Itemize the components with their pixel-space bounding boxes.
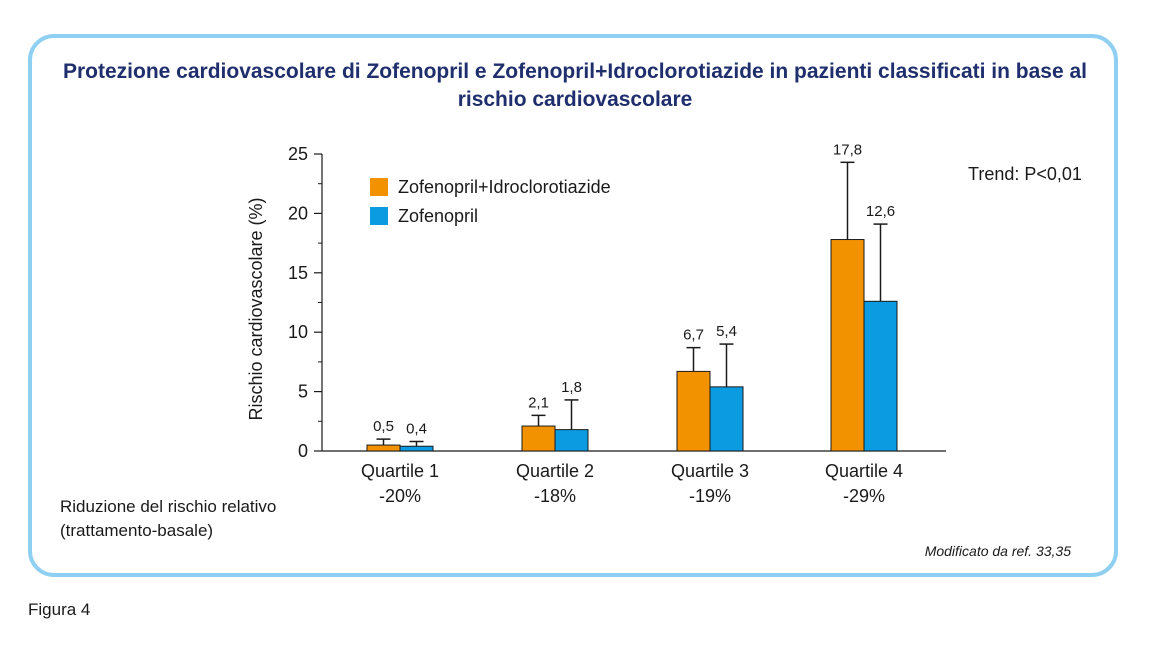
- trend-annotation: Trend: P<0,01: [968, 164, 1082, 184]
- bar-zofenopril-q1: [399, 445, 434, 452]
- bar-value-label: 6,7: [683, 327, 704, 344]
- legend-swatch: [370, 178, 388, 196]
- bar-zofenopril-q2: [554, 429, 589, 452]
- legend-label: Zofenopril+Idroclorotiazide: [398, 177, 611, 197]
- category-sublabel: -18%: [534, 486, 576, 506]
- bar-value-label: 12,6: [866, 203, 895, 220]
- bar-zofenopril-hctz-q2: [521, 425, 556, 452]
- category-sublabel: -20%: [379, 486, 421, 506]
- bar-zofenopril-hctz-q3: [676, 370, 711, 452]
- source-note: Modificato da ref. 33,35: [924, 543, 1071, 559]
- bar-zofenopril-hctz-q4: [830, 239, 865, 452]
- bar-value-label: 2,1: [528, 394, 549, 411]
- bar-value-label: 1,8: [561, 379, 582, 396]
- legend-swatch: [370, 207, 388, 225]
- category-sublabel: -29%: [843, 486, 885, 506]
- chart-frame: [28, 34, 1118, 577]
- category-sublabel: -19%: [689, 486, 731, 506]
- y-tick-label: 25: [288, 144, 308, 164]
- y-tick-label: 0: [298, 441, 308, 461]
- category-label: Quartile 1: [361, 461, 439, 481]
- bar-value-label: 0,5: [373, 418, 394, 435]
- bar-zofenopril-q4: [863, 300, 898, 452]
- category-label: Quartile 2: [516, 461, 594, 481]
- y-tick-label: 10: [288, 322, 308, 342]
- bar-value-label: 0,4: [406, 420, 427, 437]
- relative-risk-label-line-2: (trattamento-basale): [60, 521, 214, 540]
- bar-value-label: 5,4: [716, 323, 737, 340]
- relative-risk-label-line-1: Riduzione del rischio relativo: [60, 497, 277, 516]
- figure-label: Figura 4: [28, 600, 91, 619]
- bar-value-label: 17,8: [833, 141, 862, 158]
- relative-risk-label: Riduzione del rischio relativo (trattame…: [60, 495, 276, 543]
- chart-title: Protezione cardiovascolare di Zofenopril…: [63, 60, 1087, 111]
- bar-zofenopril-hctz-q1: [366, 444, 401, 452]
- legend-label: Zofenopril: [398, 206, 478, 226]
- y-axis-label: Rischio cardiovascolare (%): [246, 197, 266, 420]
- y-tick-label: 5: [298, 382, 308, 402]
- category-label: Quartile 4: [825, 461, 903, 481]
- category-label: Quartile 3: [671, 461, 749, 481]
- y-tick-label: 15: [288, 263, 308, 283]
- bar-zofenopril-q3: [709, 386, 744, 452]
- y-tick-label: 20: [288, 203, 308, 223]
